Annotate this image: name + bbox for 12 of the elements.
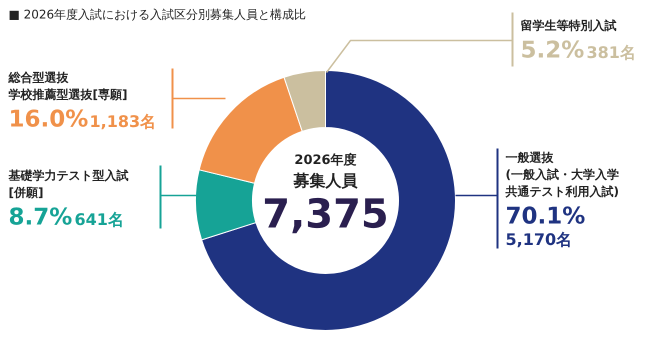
data-label: 8.7%641名: [8, 204, 124, 230]
slice-label: 総合型選抜学校推薦型選抜[専願]: [8, 70, 128, 102]
data-label: 5.2%381名: [520, 38, 636, 64]
slice-label: 一般選抜(一般入試・大学入学共通テスト利用入試): [504, 150, 619, 198]
slice-label: 基礎学力テスト型入試[併願]: [8, 168, 128, 200]
text: 2026年度: [294, 152, 357, 168]
data-label: 70.1%5,170名: [506, 204, 586, 249]
data-label: 16.0%1,183名: [8, 106, 156, 132]
chart-title: ■ 2026年度入試における入試区分別募集人員と構成比: [8, 8, 306, 22]
text: 7,375: [262, 192, 389, 238]
text: 募集人員: [292, 171, 358, 190]
slice-label: 留学生等特別入試: [520, 18, 616, 32]
